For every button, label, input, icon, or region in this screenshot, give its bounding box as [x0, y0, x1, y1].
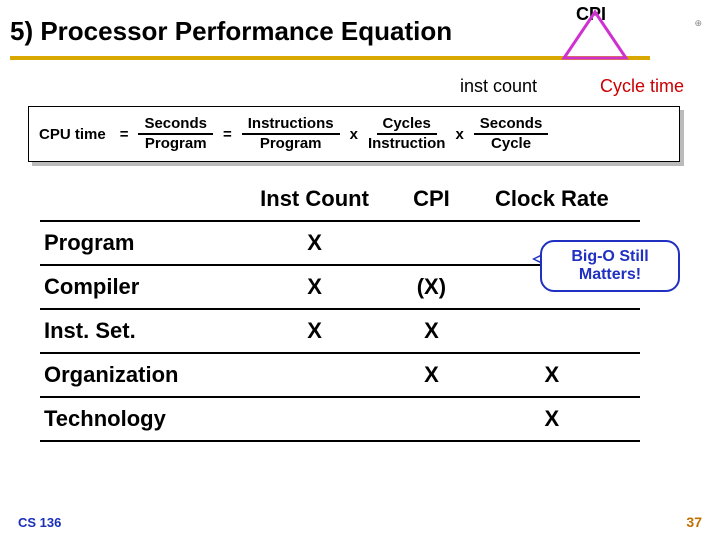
table-row: Organization X X	[40, 353, 640, 397]
eq-times-1: x	[350, 126, 358, 143]
eq-times-2: x	[455, 126, 463, 143]
th-blank	[40, 178, 230, 221]
eq-equals-1: =	[120, 126, 129, 143]
table-row: Inst. Set. X X	[40, 309, 640, 353]
eq-frac-1: Seconds Program	[138, 116, 213, 153]
slide-title: 5) Processor Performance Equation	[10, 16, 452, 47]
title-underline	[10, 56, 650, 60]
eq-frac-4: Seconds Cycle	[474, 116, 549, 153]
title-row: 5) Processor Performance Equation CPI ⊕	[10, 8, 710, 68]
table-row: Technology X	[40, 397, 640, 441]
factors-table: Inst Count CPI Clock Rate Program X Comp…	[40, 178, 640, 442]
footer-course: CS 136	[18, 515, 61, 530]
footer-page: 37	[686, 514, 702, 530]
eq-frac-3: Cycles Instruction	[368, 116, 446, 153]
th-clockrate: Clock Rate	[464, 178, 640, 221]
bigo-callout: Big-O Still Matters!	[540, 240, 680, 292]
th-cpi: CPI	[399, 178, 464, 221]
eq-equals-2: =	[223, 126, 232, 143]
eq-frac-2: Instructions Program	[242, 116, 340, 153]
inst-count-annot: inst count	[460, 76, 537, 97]
triangle-icon	[560, 8, 630, 62]
equation-box: CPU time = Seconds Program = Instruction…	[28, 106, 680, 162]
th-instcount: Inst Count	[230, 178, 399, 221]
cycle-time-annot: Cycle time	[600, 76, 684, 97]
corner-logo: ⊕	[652, 18, 702, 42]
eq-lhs: CPU time	[39, 126, 106, 143]
